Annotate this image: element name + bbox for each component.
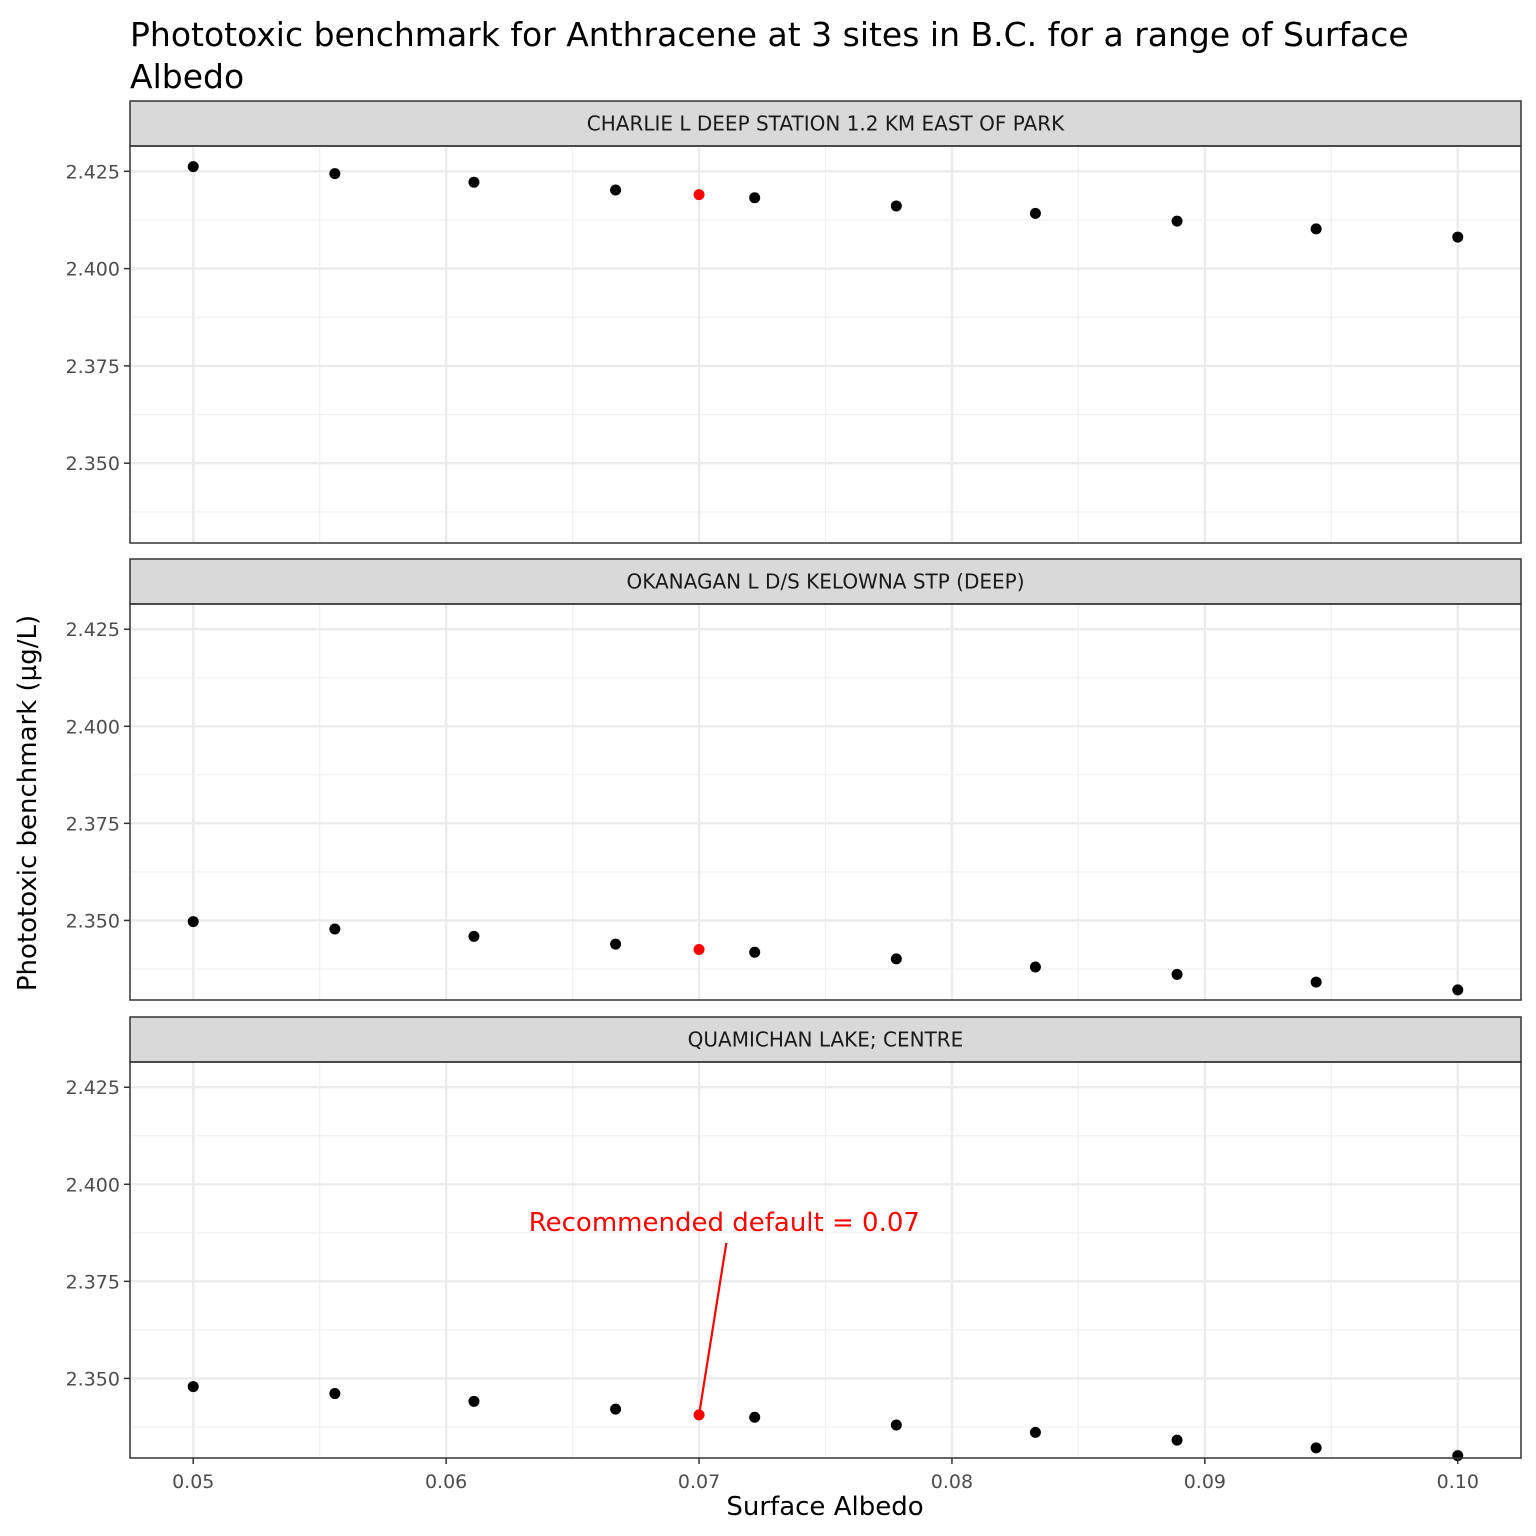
highlight-point bbox=[693, 944, 705, 956]
data-point bbox=[890, 200, 902, 212]
data-point bbox=[187, 161, 199, 173]
data-point bbox=[1310, 976, 1322, 988]
x-tick-label: 0.08 bbox=[931, 1471, 973, 1493]
data-point bbox=[749, 192, 761, 204]
annotation-label: Recommended default = 0.07 bbox=[529, 1208, 920, 1238]
data-point bbox=[187, 916, 199, 928]
y-tick-label: 2.400 bbox=[66, 259, 120, 281]
highlight-point bbox=[693, 189, 705, 201]
facet-panel-3: 2.350 2.375 2.400 2.425 QUAMICHAN LAKE; CENT… bbox=[66, 1016, 1522, 1462]
y-tick-label: 2.375 bbox=[66, 1271, 120, 1293]
annotation-leader-line bbox=[697, 1242, 728, 1416]
data-point bbox=[468, 1395, 480, 1407]
y-tick-label: 2.425 bbox=[66, 161, 120, 183]
facet-strip-label: QUAMICHAN LAKE; CENTRE bbox=[688, 1028, 964, 1052]
data-point bbox=[1029, 207, 1041, 219]
x-tick-label: 0.06 bbox=[425, 1471, 467, 1493]
data-point bbox=[468, 176, 480, 188]
data-point bbox=[329, 168, 341, 180]
data-point bbox=[1310, 1442, 1322, 1454]
y-tick-label: 2.350 bbox=[66, 1368, 120, 1390]
data-point bbox=[329, 923, 341, 935]
x-tick-label: 0.07 bbox=[678, 1471, 720, 1493]
data-point bbox=[1171, 1434, 1183, 1446]
panel-border bbox=[129, 1061, 1522, 1459]
chart-title-line-2: Albedo bbox=[130, 57, 244, 96]
y-tick-label: 2.400 bbox=[66, 1174, 120, 1196]
facet-strip bbox=[129, 558, 1522, 605]
data-point bbox=[187, 1381, 199, 1393]
x-axis-title: Surface Albedo bbox=[726, 1492, 923, 1522]
facet-panel-1: 2.350 2.375 2.400 2.425 CHARLIE L DEEP STATI… bbox=[66, 100, 1522, 544]
data-point bbox=[610, 1403, 622, 1415]
data-point bbox=[610, 184, 622, 196]
data-point bbox=[1029, 961, 1041, 973]
chart-title: Phototoxic benchmark for Anthracene at 3… bbox=[130, 15, 1409, 96]
y-tick-label: 2.350 bbox=[66, 453, 120, 475]
y-tick-label: 2.425 bbox=[66, 1077, 120, 1099]
data-point bbox=[1452, 984, 1464, 996]
data-point bbox=[749, 1411, 761, 1423]
facet-strip-label: CHARLIE L DEEP STATION 1.2 KM EAST OF PA… bbox=[587, 112, 1065, 136]
facet-strip-label: OKANAGAN L D/S KELOWNA STP (DEEP) bbox=[626, 570, 1024, 594]
data-point bbox=[1171, 968, 1183, 980]
panel-border bbox=[129, 145, 1522, 544]
x-tick-label: 0.10 bbox=[1437, 1471, 1479, 1493]
data-point bbox=[1029, 1426, 1041, 1438]
x-tick-label: 0.09 bbox=[1184, 1471, 1226, 1493]
facet-panel-2: 2.350 2.375 2.400 2.425 OKANAGAN L D/S KELOW… bbox=[66, 558, 1522, 1001]
panel-border bbox=[129, 603, 1522, 1001]
y-tick-label: 2.375 bbox=[66, 813, 120, 835]
data-point bbox=[1171, 215, 1183, 227]
data-point bbox=[610, 938, 622, 950]
chart-title-line-1: Phototoxic benchmark for Anthracene at 3… bbox=[130, 15, 1409, 54]
data-point bbox=[468, 930, 480, 942]
x-axis: 0.05 0.06 0.07 0.08 0.09 0.10 bbox=[172, 1458, 1479, 1493]
data-point bbox=[1310, 223, 1322, 235]
y-tick-label: 2.350 bbox=[66, 910, 120, 932]
y-tick-label: 2.400 bbox=[66, 716, 120, 738]
data-point bbox=[890, 953, 902, 965]
data-point bbox=[749, 946, 761, 958]
data-point bbox=[329, 1388, 341, 1400]
y-tick-label: 2.425 bbox=[66, 619, 120, 641]
data-point bbox=[890, 1419, 902, 1431]
facet-panels: 2.350 2.375 2.400 2.425 CHARLIE L DEEP STATI… bbox=[66, 100, 1522, 1462]
x-tick-label: 0.05 bbox=[172, 1471, 214, 1493]
y-axis-title: Phototoxic benchmark (µg/L) bbox=[13, 615, 43, 991]
y-tick-label: 2.375 bbox=[66, 356, 120, 378]
data-point bbox=[1452, 231, 1464, 243]
